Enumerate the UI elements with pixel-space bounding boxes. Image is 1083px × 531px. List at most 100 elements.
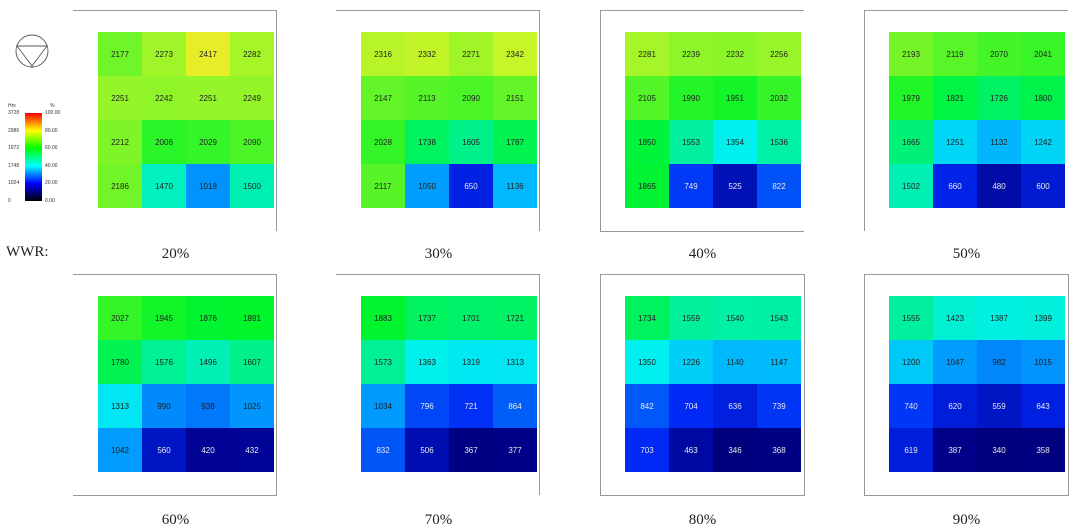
heatmap-cell: 2256 [757,32,801,76]
wwr-percent-label: 20% [161,246,190,262]
panel-frame [73,10,277,231]
heatmap-cell: 2281 [625,32,669,76]
heatmap-cell: 1502 [889,164,933,208]
heatmap-cell: 560 [142,428,186,472]
heatmap-panel: 2281 2239 2232 2256 2105 1990 1951 2032 1850 1553… [600,10,805,232]
heatmap-cell: 864 [493,384,537,428]
heatmap-cell: 822 [757,164,801,208]
heatmap-grid: 2281 2239 2232 2256 2105 1990 1951 2032 1850 1553… [625,32,801,208]
wwr-percent-label: 30% [424,246,453,262]
panel-frame [73,274,277,496]
heatmap-panel: 2193 2119 2070 2041 1979 1821 1726 1800 1665 1251… [864,10,1069,232]
heatmap-cell: 1979 [889,76,933,120]
heatmap-cell: 358 [1021,428,1065,472]
heatmap-cell: 2119 [933,32,977,76]
heatmap-cell: 1319 [449,340,493,384]
heatmap-cell: 2239 [669,32,713,76]
legend-left-tick: 2986 [8,127,20,134]
heatmap-cell: 2070 [977,32,1021,76]
heatmap-cell: 1423 [933,296,977,340]
heatmap-cell: 1780 [98,340,142,384]
heatmap-cell: 1251 [933,120,977,164]
heatmap-cell: 1226 [669,340,713,384]
heatmap-cell: 1573 [361,340,405,384]
legend-color-bar [25,113,42,201]
heatmap-cell: 2251 [186,76,230,120]
heatmap-cell: 367 [449,428,493,472]
heatmap-cell: 1047 [933,340,977,384]
heatmap-cell: 1132 [977,120,1021,164]
heatmap-cell: 1354 [713,120,757,164]
heatmap-cell: 2249 [230,76,274,120]
wwr-percent-label: 50% [952,246,981,262]
heatmap-cell: 740 [889,384,933,428]
heatmap-cell: 1136 [493,164,537,208]
heatmap-cell: 2151 [493,76,537,120]
heatmap-cell: 2147 [361,76,405,120]
heatmap-cell: 1737 [405,296,449,340]
heatmap-cell: 2041 [1021,32,1065,76]
heatmap-cell: 660 [933,164,977,208]
heatmap-cell: 1500 [230,164,274,208]
heatmap-cell: 1721 [493,296,537,340]
legend-left-tick: 0 [8,198,11,204]
heatmap-cell: 1399 [1021,296,1065,340]
heatmap-cell: 2332 [405,32,449,76]
heatmap-cell: 1350 [625,340,669,384]
heatmap-cell: 749 [669,164,713,208]
heatmap-cell: 1553 [669,120,713,164]
heatmap-cell: 832 [361,428,405,472]
panel-frame [336,274,540,495]
heatmap-cell: 704 [669,384,713,428]
heatmap-cell: 643 [1021,384,1065,428]
heatmap-cell: 1850 [625,120,669,164]
heatmap-cell: 1042 [98,428,142,472]
heatmap-cell: 2105 [625,76,669,120]
heatmap-cell: 346 [713,428,757,472]
heatmap-cell: 620 [933,384,977,428]
heatmap-cell: 1363 [405,340,449,384]
heatmap-cell: 1576 [142,340,186,384]
heatmap-cell: 1726 [977,76,1021,120]
heatmap-grid: 2177 2273 2417 2282 2251 2242 2251 2249 2212 2006… [98,32,274,208]
heatmap-cell: 2029 [186,120,230,164]
heatmap-cell: 1555 [889,296,933,340]
heatmap-cell: 2028 [361,120,405,164]
legend-right-tick: 60.00 [45,145,58,152]
heatmap-cell: 2242 [142,76,186,120]
wwr-percent-label: 70% [424,512,453,528]
wwr-percent-label: 60% [161,512,190,528]
heatmap-panel: 1555 1423 1387 1399 1200 1047 982 1015 740 620 559… [864,274,1069,496]
heatmap-cell: 2032 [757,76,801,120]
heatmap-cell: 1540 [713,296,757,340]
heatmap-cell: 2232 [713,32,757,76]
heatmap-cell: 739 [757,384,801,428]
heatmap-cell: 2271 [449,32,493,76]
heatmap-cell: 1025 [230,384,274,428]
wwr-percent-label: 40% [688,246,717,262]
heatmap-cell: 1536 [757,120,801,164]
heatmap-cell: 1559 [669,296,713,340]
heatmap-cell: 982 [977,340,1021,384]
heatmap-cell: 1313 [493,340,537,384]
legend-right-tick: 20.00 [45,180,58,187]
heatmap-cell: 703 [625,428,669,472]
heatmap-cell: 1945 [142,296,186,340]
heatmap-grid: 2193 2119 2070 2041 1979 1821 1726 1800 1665 1251… [889,32,1065,208]
heatmap-grid: 2316 2332 2271 2342 2147 2113 2090 2151 2028 1738… [361,32,537,208]
heatmap-cell: 1734 [625,296,669,340]
heatmap-cell: 1200 [889,340,933,384]
heatmap-cell: 721 [449,384,493,428]
heatmap-cell: 600 [1021,164,1065,208]
heatmap-cell: 796 [405,384,449,428]
heatmap-cell: 2090 [230,120,274,164]
legend-left-tick: 1024 [8,180,20,187]
heatmap-cell: 1876 [186,296,230,340]
legend-right-tick: 80.00 [45,127,58,134]
legend-left-tick: 1748 [8,162,20,169]
panel-frame [600,274,805,496]
heatmap-cell: 1470 [142,164,186,208]
heatmap-cell: 1607 [230,340,274,384]
heatmap-cell: 559 [977,384,1021,428]
heatmap-cell: 1883 [361,296,405,340]
